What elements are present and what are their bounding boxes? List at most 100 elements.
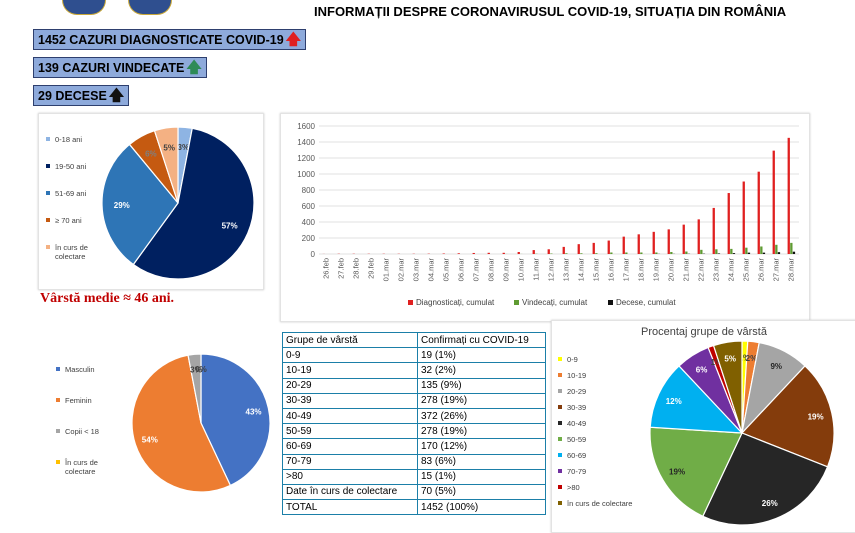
legend-swatch <box>46 191 50 195</box>
gender-legend-item: Feminin <box>56 396 116 405</box>
legend-label: 0-18 ani <box>55 135 82 144</box>
y-tick-label: 800 <box>302 186 316 195</box>
bar-2 <box>763 253 765 254</box>
bar-1 <box>760 246 762 254</box>
bar-1 <box>745 248 747 254</box>
legend-label: 51-69 ani <box>55 189 86 198</box>
legend-swatch <box>558 501 562 505</box>
confirmed-cell: 83 (6%) <box>418 454 546 469</box>
gender-pie-data-label: 0% <box>195 365 207 374</box>
bar-0 <box>653 232 655 254</box>
bar-0 <box>458 253 460 254</box>
age-group-pie-data-label: 29% <box>114 201 130 210</box>
legend-label: Vindecați, cumulat <box>522 298 588 307</box>
y-tick-label: 400 <box>302 218 316 227</box>
gender-pie-data-label: 54% <box>142 436 158 445</box>
age-group-legend-item: 0-18 ani <box>46 135 94 144</box>
bar-0 <box>683 225 685 254</box>
bar-1 <box>595 253 597 254</box>
x-tick-label: 20.mar <box>667 257 676 281</box>
x-tick-label: 11.mar <box>532 258 541 281</box>
institution-logo-right <box>128 0 172 15</box>
legend-label: 60-69 <box>567 451 586 460</box>
legend-swatch <box>408 300 413 305</box>
legend-swatch <box>56 398 60 402</box>
age-group-cell: 20-29 <box>283 378 418 393</box>
legend-swatch <box>558 373 562 377</box>
bar-2 <box>793 252 795 254</box>
age-group-cell: 10-19 <box>283 363 418 378</box>
legend-swatch <box>56 460 60 464</box>
confirmed-cell: 372 (26%) <box>418 408 546 423</box>
age-group-cell: TOTAL <box>283 500 418 515</box>
confirmed-cell: 278 (19%) <box>418 393 546 408</box>
bar-1 <box>640 252 642 254</box>
legend-label: În curs de colectare <box>65 458 116 476</box>
x-tick-label: 15.mar <box>592 257 601 281</box>
x-tick-label: 01.mar <box>382 257 391 281</box>
age-group-pie-data-label: 3% <box>178 143 190 152</box>
x-tick-label: 09.mar <box>502 257 511 281</box>
age-group-legend-item: în curs de colectare <box>46 243 94 261</box>
recovered-stat-text: 139 CAZURI VINDECATE <box>38 61 184 75</box>
legend-swatch <box>558 453 562 457</box>
bar-0 <box>548 249 550 254</box>
age-percentage-pie-data-label: 19% <box>669 467 685 476</box>
bar-0 <box>473 253 475 254</box>
age-percentage-legend-item: 0-9 <box>558 355 643 364</box>
legend-label: Diagnosticați, cumulat <box>416 298 495 307</box>
age-group-cell: Grupe de vârstă <box>283 333 418 348</box>
age-group-cell: 40-49 <box>283 408 418 423</box>
legend-label: 10-19 <box>567 371 586 380</box>
confirmed-cell: 135 (9%) <box>418 378 546 393</box>
recovered-stat-box: 139 CAZURI VINDECATE 🡅 <box>33 57 207 78</box>
x-tick-label: 28.mar <box>787 257 796 281</box>
legend-label: 20-29 <box>567 387 586 396</box>
legend-label: Decese, cumulat <box>616 298 676 307</box>
age-group-cell: 60-69 <box>283 439 418 454</box>
legend-label: în curs de colectare <box>567 499 632 508</box>
x-tick-label: 16.mar <box>607 257 616 281</box>
age-percentage-legend-item: 20-29 <box>558 387 643 396</box>
bar-0 <box>593 243 595 254</box>
age-percentage-pie-data-label: 12% <box>666 397 682 406</box>
legend-swatch <box>56 429 60 433</box>
bar-0 <box>533 250 535 254</box>
legend-swatch <box>558 421 562 425</box>
bar-1 <box>790 243 792 254</box>
x-tick-label: 24.mar <box>727 257 736 281</box>
confirmed-cell: 278 (19%) <box>418 424 546 439</box>
arrow-up-red-icon: 🡅 <box>286 32 301 47</box>
bar-0 <box>668 229 670 254</box>
bar-0 <box>518 252 520 254</box>
legend-swatch <box>558 405 562 409</box>
bar-0 <box>788 138 790 254</box>
deaths-stat-text: 29 DECESE <box>38 89 107 103</box>
age-percentage-legend-item: 30-39 <box>558 403 643 412</box>
age-percentage-pie-data-label: 19% <box>808 413 824 422</box>
x-tick-label: 21.mar <box>682 257 691 281</box>
deaths-stat-box: 29 DECESE 🡅 <box>33 85 129 106</box>
diagnosed-stat-box: 1452 CAZURI DIAGNOSTICATE COVID-19 🡅 <box>33 29 306 50</box>
x-tick-label: 25.mar <box>742 257 751 281</box>
legend-swatch <box>46 137 50 141</box>
x-tick-label: 04.mar <box>427 257 436 281</box>
age-group-cell: 0-9 <box>283 348 418 363</box>
age-percentage-legend-item: 40-49 <box>558 419 643 428</box>
bar-0 <box>503 253 505 254</box>
legend-swatch <box>558 437 562 441</box>
age-percentage-legend-item: 60-69 <box>558 451 643 460</box>
bar-0 <box>698 219 700 254</box>
x-tick-label: 27.feb <box>337 258 346 279</box>
arrow-up-black-icon: 🡅 <box>109 88 124 103</box>
age-percentage-legend-item: 10-19 <box>558 371 643 380</box>
